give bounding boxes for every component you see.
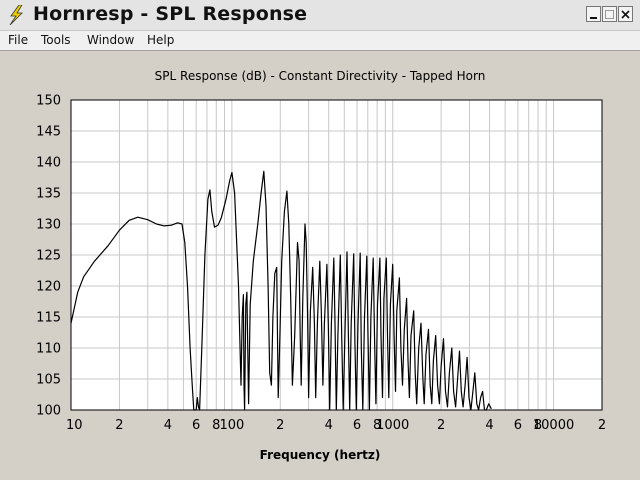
plot-border [70, 99, 603, 411]
title-bar: Hornresp - SPL Response [0, 0, 640, 31]
y-tick-label: 125 [36, 249, 61, 264]
y-tick-label: 115 [36, 311, 61, 326]
y-tick-label: 150 [36, 94, 61, 109]
window-title: Hornresp - SPL Response [33, 3, 308, 25]
x-tick-label: 6 [514, 418, 522, 433]
close-icon [621, 9, 630, 19]
lightning-icon [9, 5, 23, 25]
menu-tools[interactable]: Tools [41, 33, 71, 47]
x-tick-label: 10000 [533, 418, 574, 433]
series-group [70, 170, 492, 411]
y-tick-label: 130 [36, 218, 61, 233]
x-axis-label: Frequency (hertz) [260, 448, 381, 462]
menu-help[interactable]: Help [147, 33, 175, 47]
minimize-button[interactable] [586, 6, 601, 22]
y-axis: 150 145 140 135 130 125 120 115 110 105 100 [36, 94, 61, 419]
menu-file[interactable]: File [8, 33, 29, 47]
x-tick-label: 6 [192, 418, 200, 433]
maximize-button[interactable] [602, 6, 617, 22]
y-tick-label: 120 [36, 280, 61, 295]
x-tick-label: 2 [115, 418, 123, 433]
y-tick-label: 100 [36, 404, 61, 419]
x-tick-label: 8 [534, 418, 542, 433]
maximize-icon [605, 9, 614, 19]
x-tick-label: 2 [276, 418, 284, 433]
menu-window[interactable]: Window [87, 33, 135, 47]
y-tick-label: 140 [36, 156, 61, 171]
x-tick-label: 2 [598, 418, 606, 433]
spl-response-chart: SPL Response (dB) - Constant Directivity… [36, 69, 606, 462]
x-tick-label: 100 [219, 418, 244, 433]
close-button[interactable] [618, 6, 633, 22]
x-tick-label: 4 [325, 418, 333, 433]
y-tick-label: 105 [36, 373, 61, 388]
x-tick-label: 4 [485, 418, 493, 433]
x-tick-label: 10 [66, 418, 83, 433]
minimize-icon [590, 16, 597, 19]
spl-curve [70, 170, 492, 411]
x-tick-label: 4 [164, 418, 172, 433]
chart-title: SPL Response (dB) - Constant Directivity… [155, 69, 486, 83]
y-tick-label: 110 [36, 342, 61, 357]
y-tick-label: 145 [36, 125, 61, 140]
x-tick-label: 8 [212, 418, 220, 433]
x-tick-label: 2 [437, 418, 445, 433]
x-tick-label: 6 [353, 418, 361, 433]
menu-bar: File Tools Window Help [0, 31, 640, 51]
x-tick-label: 8 [373, 418, 381, 433]
x-tick-label: 1000 [376, 418, 409, 433]
y-tick-label: 135 [36, 187, 61, 202]
